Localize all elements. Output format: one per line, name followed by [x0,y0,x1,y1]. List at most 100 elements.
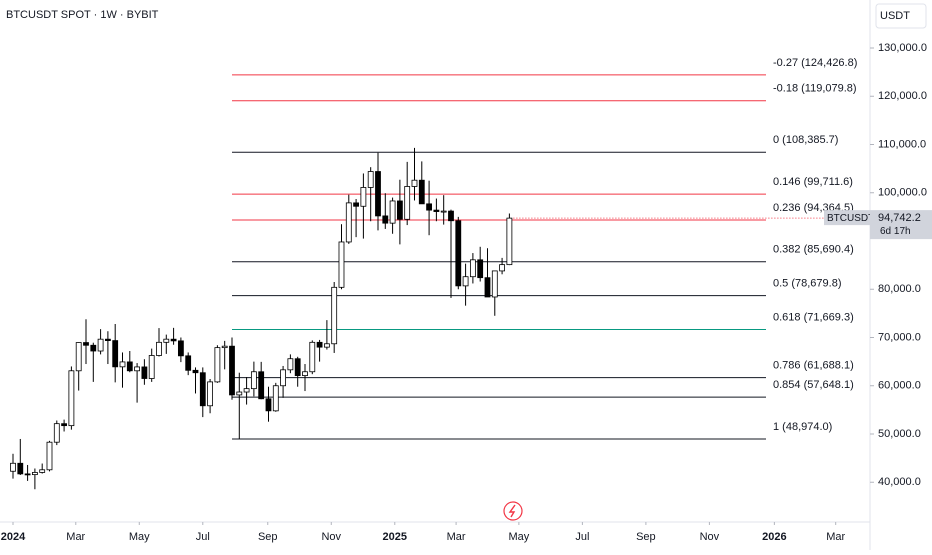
candle-body [396,200,403,220]
candle-body [243,388,250,393]
y-tick-label: 50,000.0 [878,428,921,440]
candle-body [477,259,484,279]
price-symbol: BTCUSDT [827,213,874,224]
candle-body [97,338,104,352]
candle-body [360,187,367,207]
candle-body [455,220,462,287]
candle-body [462,276,469,287]
candle-body [75,342,82,372]
x-tick-label: Mar [447,531,466,543]
x-tick-label: Jul [196,531,210,543]
x-tick-label: Jul [575,531,589,543]
x-tick-label: 2025 [383,531,407,543]
x-tick-label: May [129,531,150,543]
candle-body [353,202,359,207]
event-icon-bolt [508,504,516,518]
fib-label: 0.5 (78,679.8) [773,278,842,290]
x-tick-label: Sep [258,531,278,543]
candle-body [68,370,75,427]
candle-body [411,179,418,187]
candle-body [338,241,345,288]
candle-body [24,473,31,476]
fib-label: -0.18 (119,079.8) [773,83,857,95]
event-icon[interactable] [503,501,523,521]
x-tick-label: Mar [826,531,845,543]
candle-body [141,366,148,379]
candle-body [236,391,243,396]
candle-body [199,372,206,407]
candle-body [484,277,491,298]
candle-body [272,385,279,412]
fib-label: 0.618 (71,669.3) [773,311,854,323]
candle-body [119,361,126,368]
candle-body [53,423,60,443]
price-value: 94,742.2 [878,212,921,224]
candle-body [294,358,301,377]
candle-body [280,369,286,387]
candle-body [426,203,432,211]
price-box [870,210,932,240]
fib-label: -0.27 (124,426.8) [773,57,857,69]
price-countdown: 6d 17h [880,226,911,237]
candle-body [46,441,53,471]
fib-label: 0.382 (85,690.4) [773,244,854,256]
candle-body [163,338,170,343]
candle-body [265,398,272,412]
candle-body [506,217,513,266]
x-tick-label: Sep [636,531,656,543]
candle-body [31,472,38,476]
y-tick-label: 130,000.0 [878,42,927,54]
candle-body [214,347,221,383]
candle-body [316,341,323,348]
candle-body [469,259,476,278]
y-tick-label: 100,000.0 [878,187,927,199]
price-symbol-box [824,210,870,226]
candle-body [404,186,411,220]
candle-body [309,341,316,373]
candle-body [229,345,235,396]
candle-body [148,355,155,379]
x-tick-label: Mar [66,531,85,543]
candle-body [156,341,162,356]
candle-body [207,381,213,407]
fib-label: 0.146 (99,711.6) [773,176,853,188]
candle-body [39,469,46,473]
candle-body [287,358,294,371]
y-tick-label: 80,000.0 [878,283,921,295]
candle-body [250,371,257,390]
candle-body [185,355,192,371]
candle-body [170,338,177,342]
x-tick-label: 2024 [1,531,26,543]
candle-body [375,171,381,217]
candle-body [418,179,425,205]
candle-body [61,423,67,427]
candle-body [134,366,140,372]
x-tick-label: May [508,531,529,543]
y-tick-label: 120,000.0 [878,90,927,102]
candle-body [177,340,184,357]
candle-body [323,343,330,348]
x-tick-label: 2026 [762,531,786,543]
candle-body [104,338,111,341]
candle-body [440,210,447,213]
candle-body [112,340,119,368]
currency[interactable]: USDT [880,10,910,22]
candle-body [491,270,498,298]
candle-body [83,342,89,346]
currency-box[interactable] [875,3,927,29]
candle-body [192,369,199,374]
candle-body [331,286,338,345]
fib-label: 0.854 (57,648.1) [773,379,854,391]
candle-body [90,344,97,352]
y-tick-label: 70,000.0 [878,331,921,343]
candle-body [367,171,374,188]
fib-label: 0 (108,385.7) [773,134,838,146]
candle-body [448,210,454,222]
fib-label: 1 (48,974.0) [773,421,832,433]
candle-body [258,371,265,400]
candle-body [389,200,396,224]
candle-body [10,462,16,472]
fib-label: 0.786 (61,688.1) [773,360,854,372]
candle-body [126,361,133,372]
x-tick-label: Nov [700,531,720,543]
